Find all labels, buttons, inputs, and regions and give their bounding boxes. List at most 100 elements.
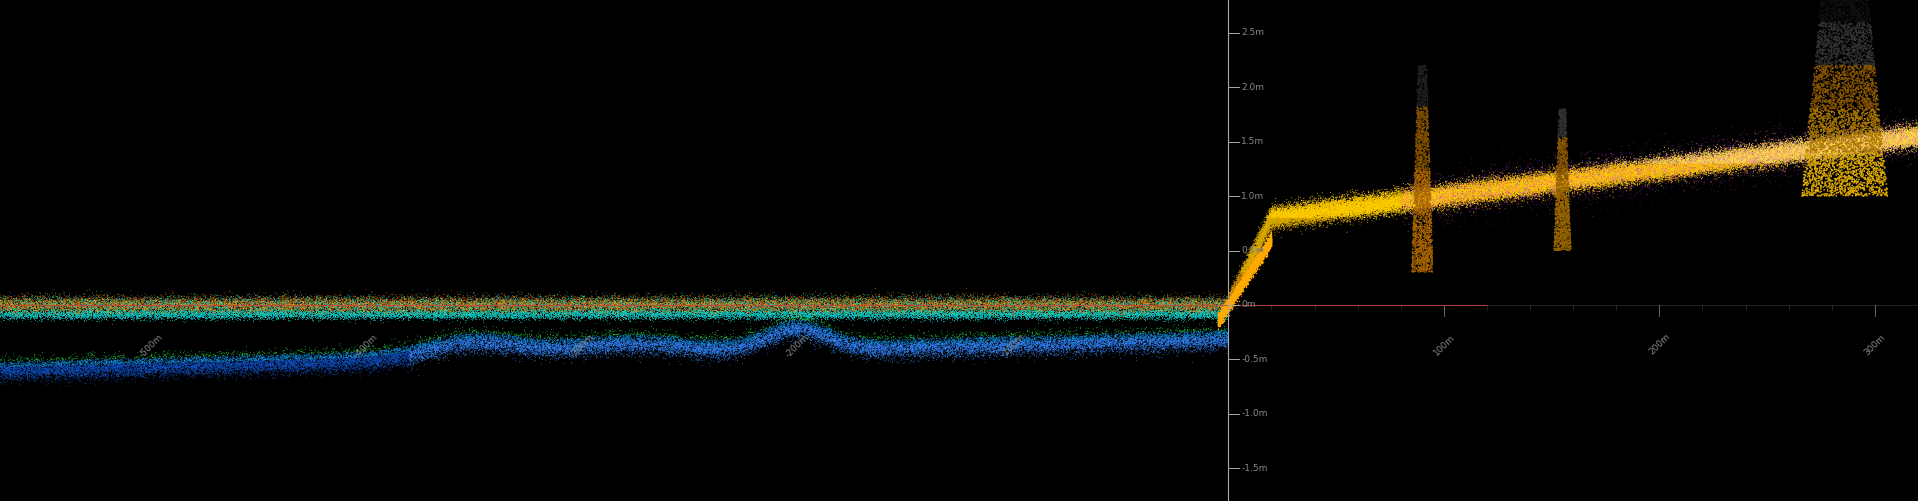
Point xyxy=(817,337,848,345)
Point xyxy=(1222,283,1252,291)
Point xyxy=(1168,309,1199,317)
Point xyxy=(201,354,232,362)
Point xyxy=(854,300,884,308)
Point xyxy=(1791,157,1822,165)
Point xyxy=(1699,164,1730,172)
Point xyxy=(382,360,412,368)
Point xyxy=(1525,156,1555,164)
Point xyxy=(832,305,863,313)
Point xyxy=(1308,199,1339,207)
Point xyxy=(1274,214,1304,222)
Point xyxy=(1097,299,1128,307)
Point xyxy=(1789,141,1820,149)
Point xyxy=(1206,336,1237,344)
Point xyxy=(1431,194,1462,202)
Point xyxy=(840,350,871,358)
Point xyxy=(445,310,476,318)
Point xyxy=(1022,340,1053,348)
Point xyxy=(1373,198,1404,206)
Point xyxy=(999,296,1030,304)
Point xyxy=(518,297,549,305)
Point xyxy=(1252,242,1283,250)
Point xyxy=(209,355,240,363)
Point xyxy=(326,309,357,317)
Point xyxy=(1406,196,1437,204)
Point xyxy=(738,338,769,346)
Point xyxy=(1224,286,1254,294)
Point xyxy=(673,301,704,309)
Point xyxy=(1504,183,1534,191)
Point xyxy=(217,364,247,372)
Point xyxy=(1688,157,1719,165)
Point xyxy=(1107,308,1137,316)
Point xyxy=(969,348,999,356)
Point xyxy=(1678,162,1709,170)
Point xyxy=(1826,141,1857,149)
Point xyxy=(361,351,391,359)
Point xyxy=(1158,299,1189,307)
Point xyxy=(616,310,646,318)
Point xyxy=(1032,299,1063,307)
Point xyxy=(292,352,322,360)
Point xyxy=(1331,199,1362,207)
Point xyxy=(315,355,345,363)
Point xyxy=(1690,165,1720,173)
Point xyxy=(829,298,859,306)
Point xyxy=(105,308,136,316)
Point xyxy=(1680,152,1711,160)
Point xyxy=(1862,100,1893,108)
Point xyxy=(265,298,295,306)
Point xyxy=(1511,180,1542,188)
Point xyxy=(882,306,913,314)
Point xyxy=(1557,180,1588,188)
Point xyxy=(480,311,510,319)
Point xyxy=(445,304,476,312)
Point xyxy=(1185,306,1216,314)
Point xyxy=(593,346,623,354)
Point xyxy=(1084,299,1114,307)
Point xyxy=(1249,247,1279,255)
Point xyxy=(449,349,480,357)
Point xyxy=(1640,173,1671,181)
Point xyxy=(1882,145,1912,153)
Point xyxy=(42,309,73,317)
Point xyxy=(1603,172,1634,180)
Point xyxy=(234,309,265,317)
Point xyxy=(399,344,430,352)
Point xyxy=(1853,139,1883,147)
Point xyxy=(1055,330,1086,338)
Point xyxy=(1387,177,1417,185)
Point xyxy=(1277,212,1308,220)
Point xyxy=(873,327,903,335)
Point xyxy=(963,310,994,318)
Point xyxy=(13,367,44,375)
Point xyxy=(997,305,1028,313)
Point xyxy=(687,349,717,357)
Point xyxy=(1241,235,1272,243)
Point xyxy=(213,309,244,317)
Point xyxy=(1026,346,1057,354)
Point xyxy=(1891,142,1918,150)
Point xyxy=(1619,164,1649,172)
Point xyxy=(959,308,990,316)
Point xyxy=(1653,165,1684,173)
Point xyxy=(1567,168,1598,176)
Point xyxy=(1876,133,1906,141)
Point xyxy=(616,339,646,347)
Point xyxy=(1252,226,1283,234)
Point xyxy=(1887,137,1918,145)
Point xyxy=(1502,178,1532,186)
Point xyxy=(171,297,201,305)
Point xyxy=(1776,143,1807,151)
Point xyxy=(821,302,852,310)
Point xyxy=(1899,129,1918,137)
Point xyxy=(1289,215,1320,223)
Point xyxy=(1872,132,1903,140)
Point xyxy=(1001,340,1032,348)
Point xyxy=(142,362,173,370)
Point xyxy=(1644,163,1674,171)
Point xyxy=(1145,304,1176,312)
Point xyxy=(1132,313,1162,321)
Point xyxy=(318,307,349,315)
Point xyxy=(1855,86,1885,94)
